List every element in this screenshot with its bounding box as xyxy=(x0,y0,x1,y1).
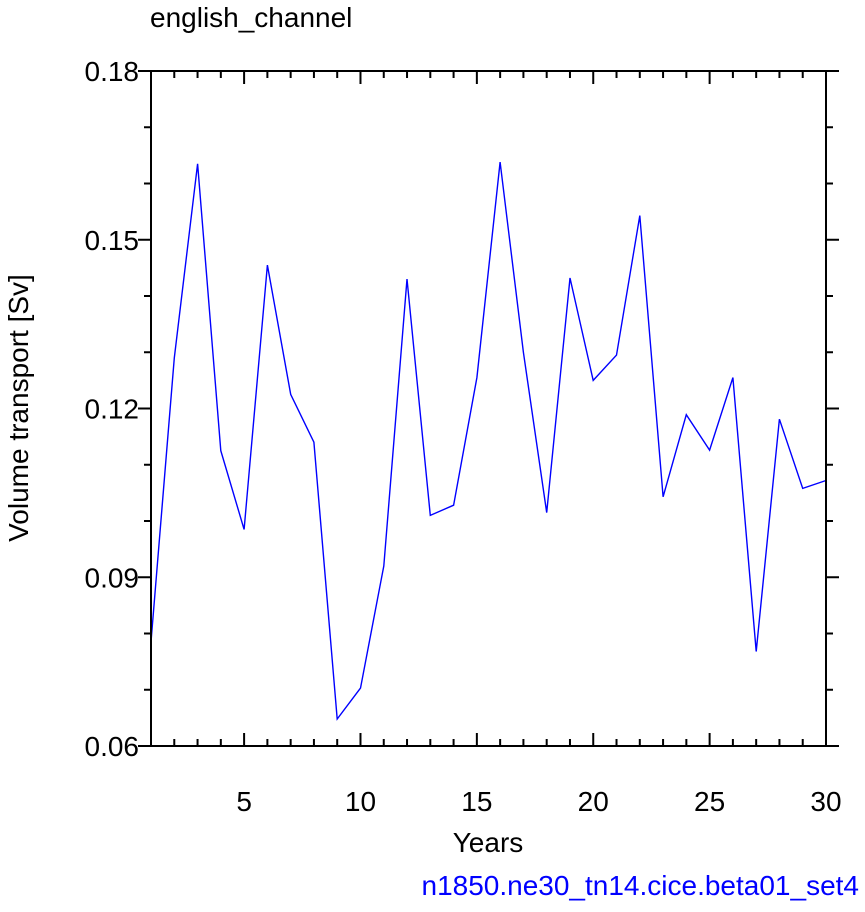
run-id-label: n1850.ne30_tn14.cice.beta01_set4 xyxy=(421,870,860,901)
x-tick-label: 30 xyxy=(810,786,841,817)
series-layer xyxy=(150,162,827,721)
plot-frame xyxy=(150,70,827,747)
y-tick-label: 0.06 xyxy=(85,731,140,762)
axis-ticks xyxy=(138,70,839,747)
tick-labels: 5 10 15 20 25 30 0.06 0.09 0.12 0.15 0.18 xyxy=(85,56,842,817)
y-tick-label: 0.09 xyxy=(85,562,140,593)
y-tick-label: 0.12 xyxy=(85,394,140,425)
y-tick-label: 0.18 xyxy=(85,56,140,87)
x-tick-label: 15 xyxy=(461,786,492,817)
y-axis-label: Volume transport [Sv] xyxy=(3,274,34,542)
x-tick-label: 5 xyxy=(236,786,252,817)
x-tick-label: 20 xyxy=(578,786,609,817)
x-axis-label: Years xyxy=(453,827,524,858)
chart-title: english_channel xyxy=(150,2,353,33)
x-tick-label: 10 xyxy=(345,786,376,817)
x-tick-label: 25 xyxy=(694,786,725,817)
y-tick-label: 0.15 xyxy=(85,225,140,256)
series-line xyxy=(150,162,827,721)
